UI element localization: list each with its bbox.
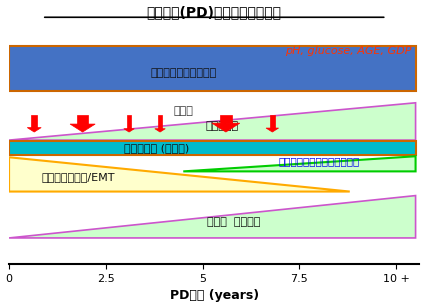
Text: 全身の炎症 (尿毒症): 全身の炎症 (尿毒症) [124,143,189,153]
Polygon shape [77,115,88,124]
Polygon shape [70,124,95,132]
Polygon shape [127,115,131,129]
Polygon shape [27,128,41,132]
Text: 中皮細胞の喪失/EMT: 中皮細胞の喪失/EMT [42,172,116,182]
Polygon shape [9,103,416,140]
Polygon shape [212,123,240,132]
Text: 線維化  血管新生: 線維化 血管新生 [207,217,260,227]
Title: 腹膜透析(PD)に伴う腹膜の変化: 腹膜透析(PD)に伴う腹膜の変化 [147,6,282,19]
Polygon shape [31,115,37,128]
Polygon shape [269,115,275,128]
Polygon shape [158,115,162,129]
Text: pH, glucose, AGE, GDP: pH, glucose, AGE, GDP [285,47,412,56]
X-axis label: PD期間 (years): PD期間 (years) [170,290,259,302]
Polygon shape [9,157,350,192]
Text: 腹膜炎: 腹膜炎 [173,106,193,116]
Polygon shape [9,46,416,91]
Text: 腹膜の炎症: 腹膜の炎症 [205,121,238,131]
Polygon shape [9,196,416,238]
Polygon shape [183,156,416,171]
Polygon shape [155,129,165,132]
Polygon shape [266,128,279,132]
Polygon shape [9,141,416,155]
Text: 透析液による慢性刺激: 透析液による慢性刺激 [150,67,216,78]
Polygon shape [124,129,134,132]
Polygon shape [220,115,232,123]
Text: 溶質輸送亢進・限外ろ過不全: 溶質輸送亢進・限外ろ過不全 [278,156,360,166]
